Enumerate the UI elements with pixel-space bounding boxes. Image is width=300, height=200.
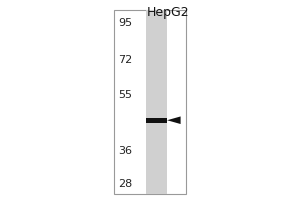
- Text: 95: 95: [118, 18, 132, 28]
- Text: 72: 72: [118, 55, 132, 65]
- Polygon shape: [167, 116, 181, 124]
- Bar: [114, 10, 186, 194]
- Text: HepG2: HepG2: [147, 6, 189, 19]
- Text: 55: 55: [118, 90, 132, 100]
- Bar: [146, 118, 167, 123]
- Text: 28: 28: [118, 179, 132, 189]
- Bar: [146, 10, 167, 194]
- Text: 36: 36: [118, 146, 132, 156]
